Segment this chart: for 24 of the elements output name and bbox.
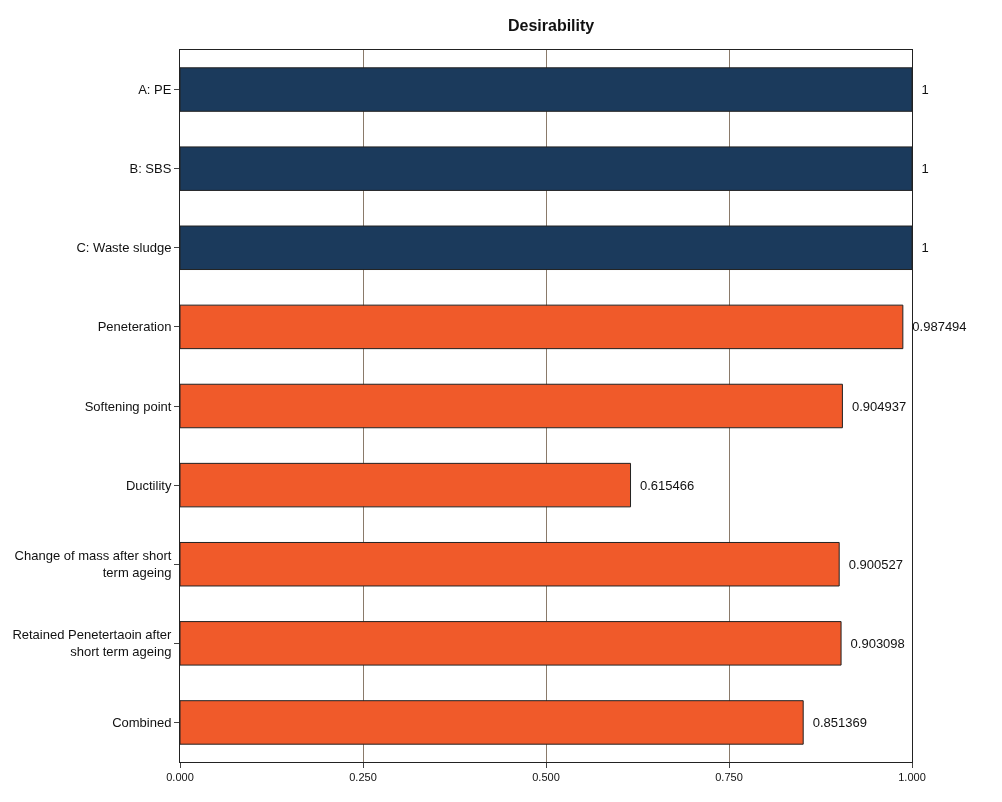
data-label: 1 (915, 240, 929, 256)
y-tick-label: Ductility (125, 477, 172, 493)
y-tick-label: Change of mass after short term ageing (14, 548, 172, 581)
data-label: 0.851369 (806, 714, 867, 730)
data-label: 0.615466 (633, 477, 695, 493)
data-label: 1 (915, 82, 929, 98)
y-tick-label: A: PE (138, 82, 172, 98)
chart-title: Desirability (507, 17, 595, 35)
y-tick-label: C: Waste sludge (76, 240, 172, 256)
x-tick-label: 0.250 (349, 771, 377, 784)
x-tick-label: 0.750 (715, 771, 743, 784)
data-label: 0.987494 (905, 319, 967, 335)
x-tick-label: 0.500 (532, 771, 560, 784)
y-tick-label: Softening point (84, 398, 172, 414)
y-tick-label: Retained Penetertaoin after short term ageing (12, 627, 173, 660)
y-tick-label: B: SBS (129, 161, 172, 177)
data-label: 0.904937 (845, 398, 907, 414)
data-label: 0.903098 (844, 635, 905, 651)
y-tick-label: Peneteration (97, 319, 172, 335)
x-tick-label: 0.000 (166, 771, 194, 784)
x-tick-label: 1.000 (898, 771, 926, 784)
y-tick-label: Combined (112, 714, 172, 730)
data-label: 1 (915, 161, 929, 177)
data-label: 0.900527 (842, 556, 903, 572)
